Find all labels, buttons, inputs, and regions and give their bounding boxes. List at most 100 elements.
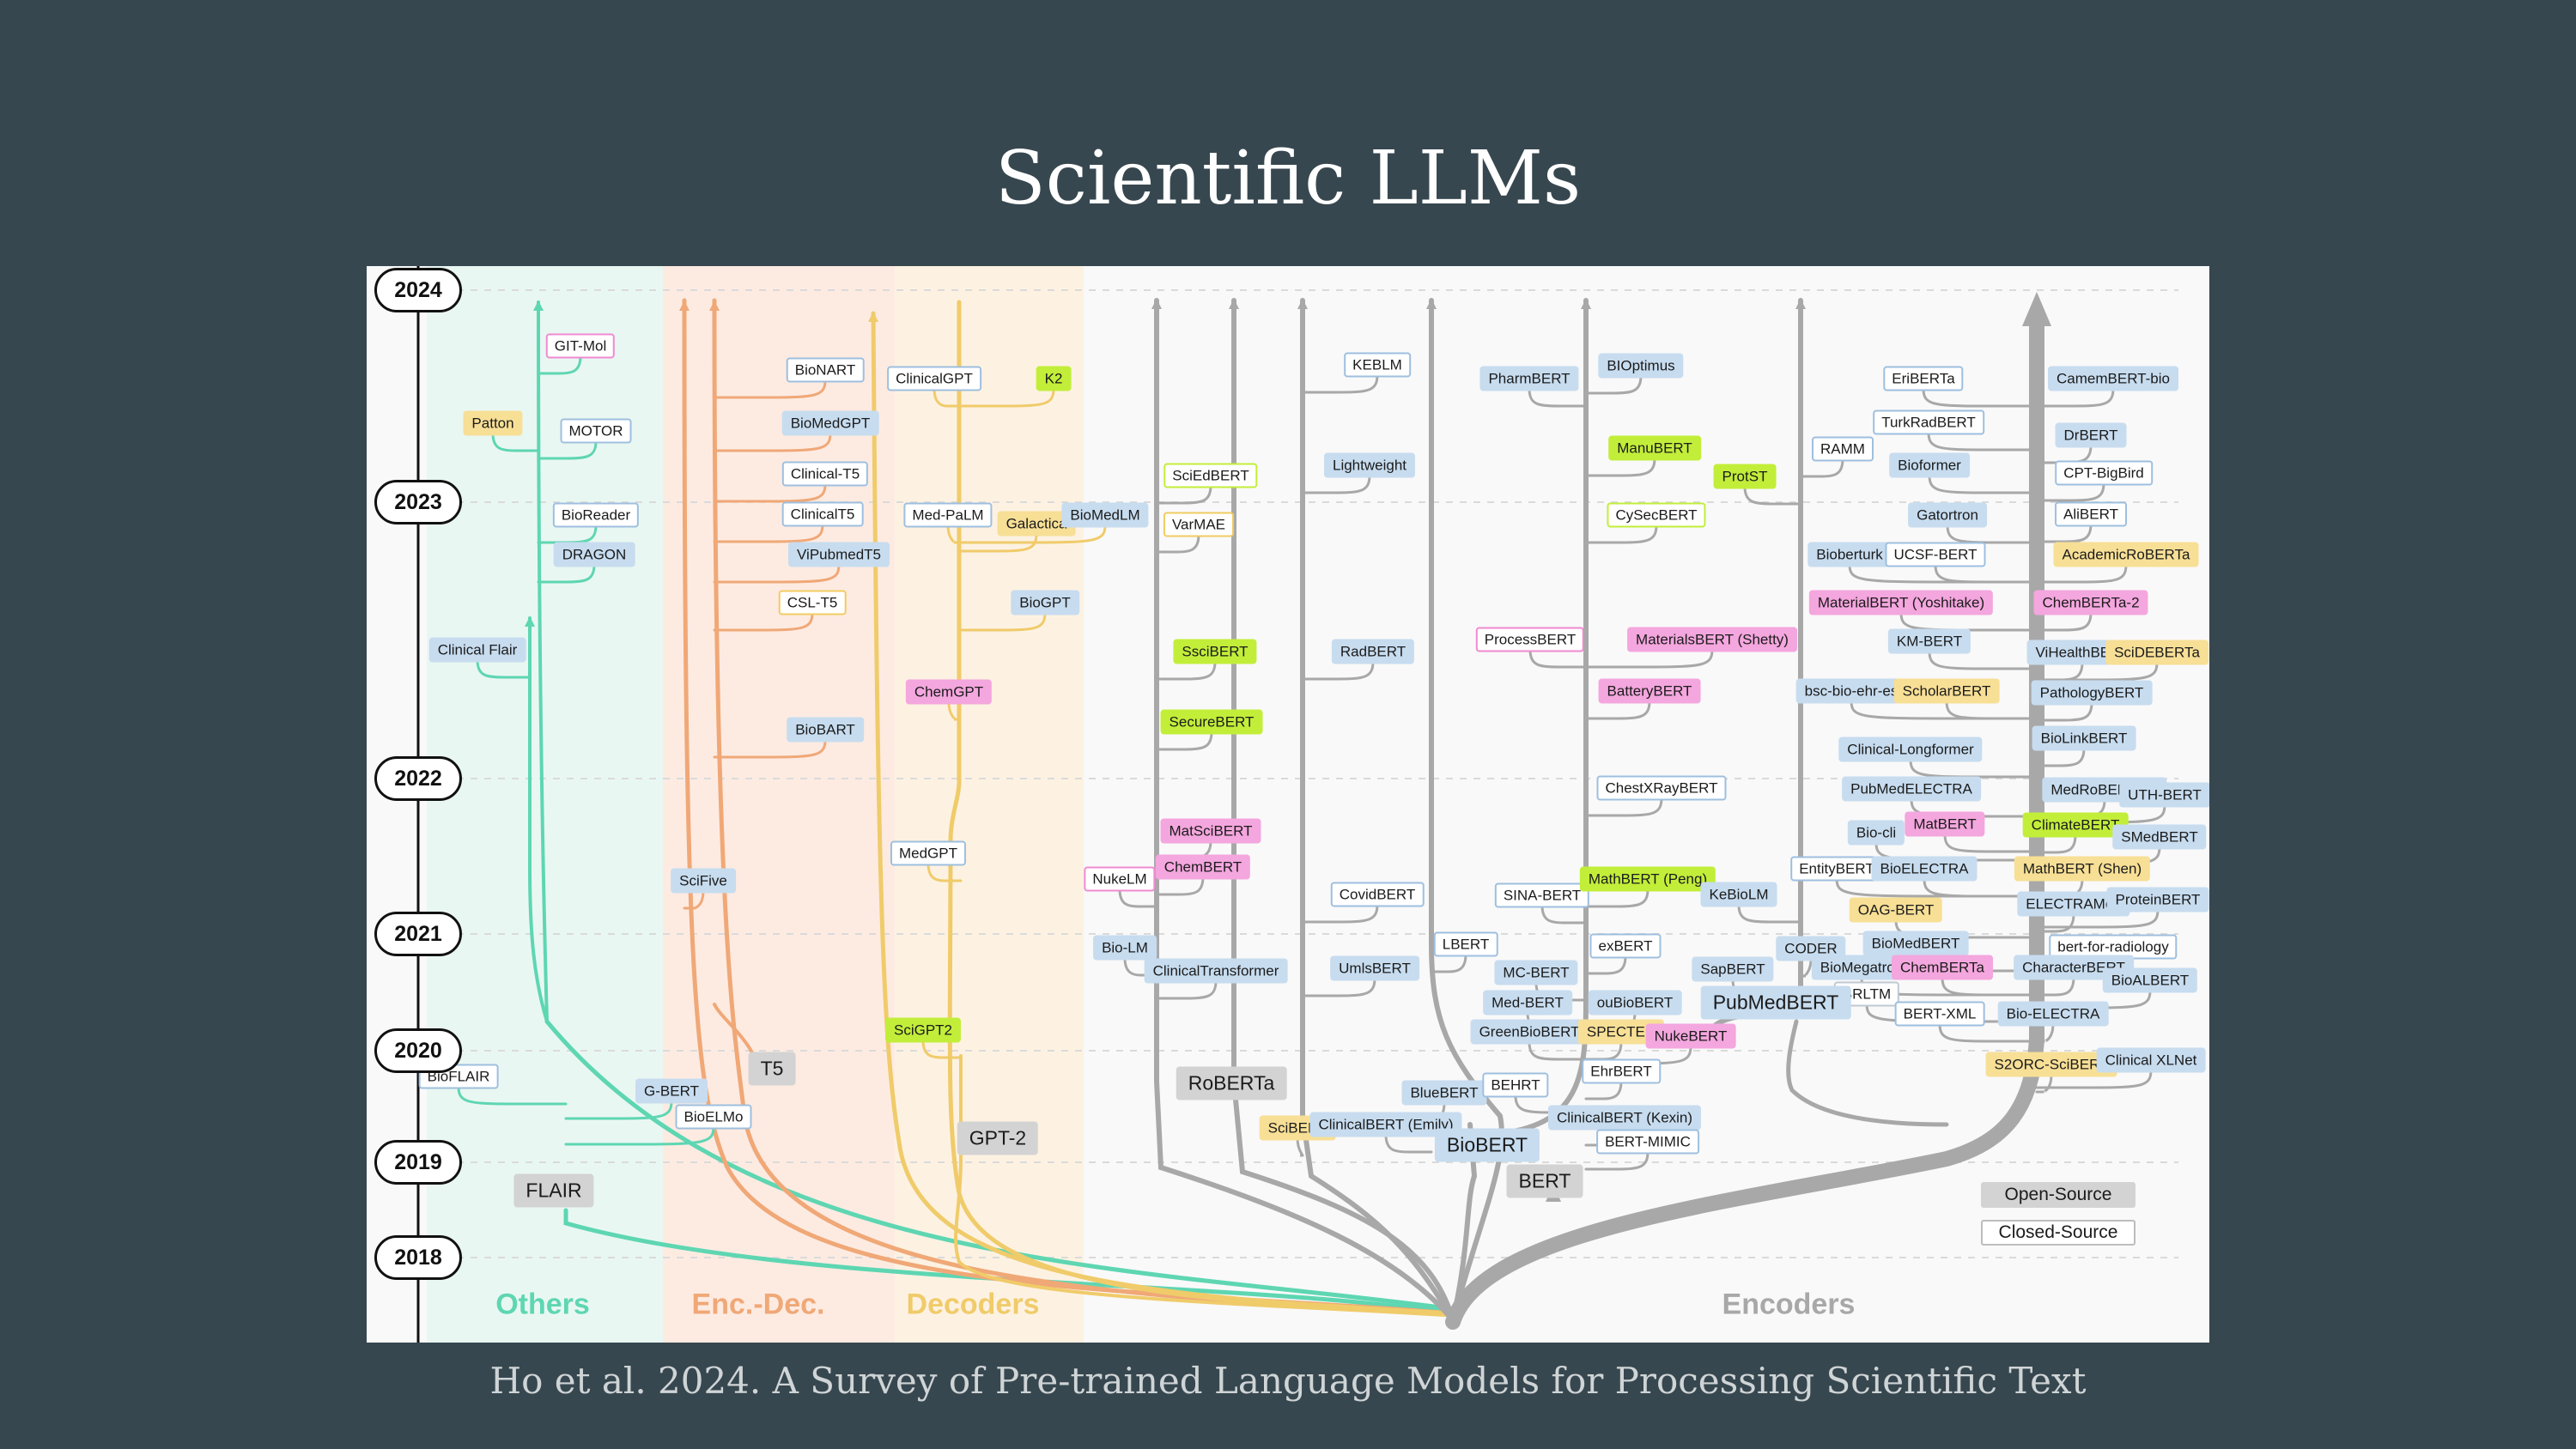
- connector-cpt-bigbird: [2035, 482, 2105, 502]
- connector-eriberta: [1922, 387, 2038, 408]
- group-label-encoders: Encoders: [1722, 1288, 1856, 1321]
- pubmedbert-trunk: [1704, 298, 1803, 1041]
- decoders-trunk-b: [947, 300, 1455, 1318]
- connector-gatortron: [1946, 524, 2038, 544]
- model-node-gatortron: Gatortron: [1908, 502, 1987, 528]
- connector-lbert: [1430, 953, 1467, 973]
- connector-covidbert: [1301, 903, 1379, 924]
- connector-batterybert: [1584, 700, 1651, 720]
- model-node-medgpt: MedGPT: [890, 840, 967, 866]
- model-node-proteinbert: ProteinBERT: [2106, 887, 2209, 912]
- model-node-bio-cli: Bio-cli: [1847, 820, 1905, 846]
- connector-turkradbert: [1927, 431, 2038, 452]
- model-node-varmae: VarMAE: [1163, 512, 1235, 537]
- model-node-biomedbert: BioMedBERT: [1862, 931, 1969, 956]
- root-node-biobert: BioBERT: [1434, 1128, 1540, 1162]
- slide-caption: Ho et al. 2024. A Survey of Pre-trained …: [489, 1360, 2087, 1402]
- model-node-mathbert-shen: MathBERT (Shen): [2014, 856, 2151, 882]
- connector-bioptimus: [1584, 374, 1643, 395]
- model-node-bioelectra: BioELECTRA: [1871, 856, 1978, 882]
- model-node-bio-lm: Bio-LM: [1093, 935, 1157, 961]
- group-label-encdec: Enc.-Dec.: [691, 1288, 825, 1321]
- connector-varmae: [1155, 533, 1200, 554]
- model-node-batterybert: BatteryBERT: [1598, 678, 1701, 704]
- group-label-decoders: Decoders: [906, 1288, 1040, 1321]
- model-node-drbert: DrBERT: [2055, 422, 2127, 448]
- model-node-sina-bert: SINA-BERT: [1494, 882, 1590, 908]
- model-node-s2orc-scibert: S2ORC-SciBERT: [1985, 1052, 2117, 1077]
- connector-scideberta: [2035, 661, 2159, 682]
- connector-bio-electra: [2035, 1022, 2055, 1043]
- connector-umlsbert: [1301, 977, 1376, 997]
- connector-characterbert: [2035, 976, 2075, 997]
- branch-tip-arrow: [868, 312, 878, 322]
- model-node-eriberta: EriBERTa: [1883, 366, 1964, 391]
- root-node-flair: FLAIR: [513, 1173, 594, 1208]
- connector-bioflair: [457, 1085, 568, 1106]
- model-node-bert-xml: BERT-XML: [1894, 1001, 1985, 1027]
- connector-g-bert: [564, 1100, 673, 1120]
- connector-securebert: [1155, 731, 1213, 751]
- connector-protst: [1743, 485, 1802, 506]
- model-node-bioreader: BioReader: [552, 502, 640, 528]
- connector-camembert-bio: [2035, 387, 2115, 408]
- connector-alibert: [2035, 523, 2093, 543]
- branch-tip-arrow: [1581, 299, 1591, 309]
- connector-coder: [1799, 957, 1813, 978]
- model-node-scholarbert: ScholarBERT: [1893, 678, 2000, 704]
- connector-entitybert: [1835, 877, 2038, 898]
- model-node-bioformer: Bioformer: [1889, 452, 1970, 478]
- model-node-nukebert: NukeBERT: [1645, 1023, 1736, 1049]
- connector-chemberta: [1941, 976, 2038, 997]
- model-node-pharmbert: PharmBERT: [1479, 366, 1579, 391]
- connector-biogpt: [957, 611, 1047, 632]
- model-node-lbert: LBERT: [1433, 931, 1498, 957]
- connector-matbert: [1943, 833, 2038, 853]
- decoders-medgpt-branch: [954, 1054, 1455, 1317]
- root-node-bert: BERT: [1506, 1164, 1583, 1198]
- model-node-chembert: ChemBERT: [1155, 854, 1251, 880]
- connector-clinicaltransformer: [1155, 979, 1218, 1000]
- model-node-chestxraybert: ChestXRayBERT: [1596, 775, 1727, 801]
- model-node-matbert: MatBERT: [1905, 811, 1985, 837]
- model-node-biomedlm: BioMedLM: [1061, 502, 1149, 528]
- model-node-chemgpt: ChemGPT: [905, 679, 993, 705]
- connector-k2: [957, 387, 1055, 408]
- connector-vipubmedt5: [713, 563, 841, 584]
- connector-clinicalgpt: [933, 387, 961, 408]
- model-node-umlsbert: UmlsBERT: [1330, 955, 1419, 981]
- model-node-sscibert: SsciBERT: [1173, 639, 1257, 664]
- model-node-clinicalgpt: ClinicalGPT: [887, 366, 981, 391]
- model-node-oubiobert: ouBioBERT: [1588, 990, 1682, 1016]
- model-node-med-palm: Med-PaLM: [903, 502, 993, 528]
- model-node-biomedgpt: BioMedGPT: [781, 410, 879, 436]
- connector-clinical-flair: [476, 658, 532, 679]
- model-node-patton: Patton: [463, 410, 523, 436]
- model-node-biobart: BioBART: [787, 717, 864, 743]
- connector-proteinbert: [2035, 908, 2160, 929]
- model-node-matscibert: MatSciBERT: [1160, 818, 1261, 844]
- model-node-academicroberta: AcademicRoBERTa: [2053, 542, 2199, 567]
- model-node-manubert: ManuBERT: [1608, 435, 1701, 461]
- connector-pharmbert: [1528, 387, 1588, 408]
- connector-manubert: [1584, 457, 1656, 477]
- legend-closed-source: Closed-Source: [1981, 1220, 2136, 1246]
- model-node-scideberta: SciDEBERTa: [2105, 640, 2208, 665]
- connector-scigpt2: [921, 1039, 963, 1059]
- legend-open-source: Open-Source: [1981, 1182, 2136, 1208]
- connector-clinical-t5: [713, 482, 827, 503]
- model-node-km-bert: KM-BERT: [1887, 628, 1971, 654]
- connector-medgpt: [927, 862, 963, 882]
- branch-tip-arrow: [679, 300, 690, 311]
- connector-mathbert-peng: [1584, 888, 1649, 908]
- connector-bioelmo: [564, 1125, 715, 1146]
- model-node-turkradbert: TurkRadBERT: [1873, 409, 1984, 435]
- connector-sina-bert: [1540, 904, 1588, 925]
- root-node-gpt-2: GPT-2: [957, 1121, 1039, 1155]
- model-node-scigpt2: SciGPT2: [884, 1017, 962, 1043]
- model-node-sapbert: SapBERT: [1692, 956, 1774, 982]
- root-node-pubmedbert: PubMedBERT: [1700, 985, 1851, 1020]
- year-label-2022: 2022: [374, 756, 462, 801]
- connector-chemgpt: [947, 700, 961, 721]
- connector-bio-lm: [1123, 956, 1158, 977]
